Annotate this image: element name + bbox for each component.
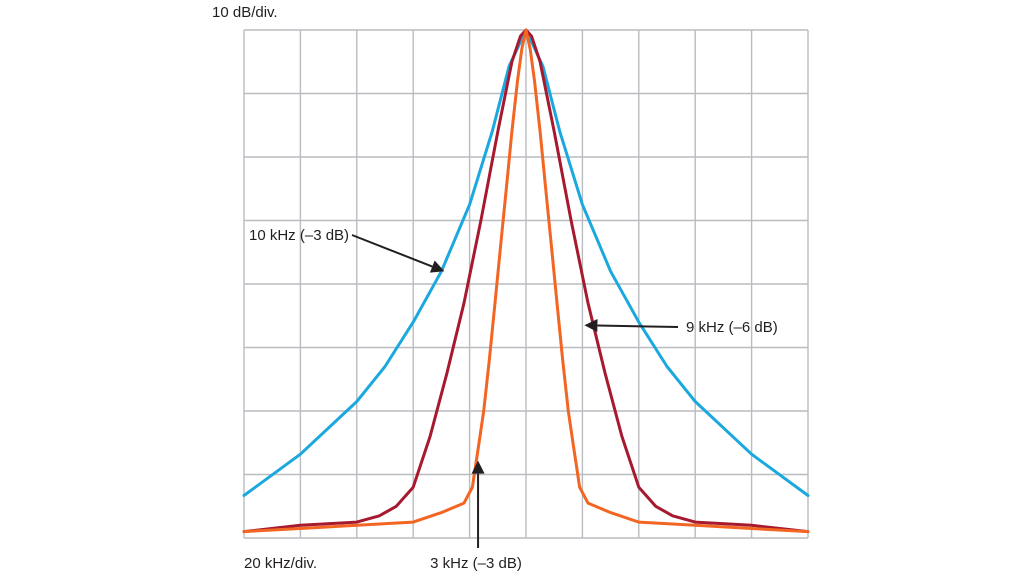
- annotation-arrow-3khz: [471, 460, 485, 548]
- annotation-arrow-10khz: [351, 234, 445, 273]
- annotation-label-9khz: 9 kHz (–6 dB): [686, 319, 778, 336]
- annotation-layer: 10 kHz (–3 dB) 9 kHz (–6 dB) 3 kHz (–3 dB): [249, 227, 778, 572]
- series-layer: [242, 28, 810, 534]
- annotation-label-10khz: 10 kHz (–3 dB): [249, 227, 349, 244]
- y-scale-label: 10 dB/div.: [212, 4, 278, 21]
- plot-grid: [243, 29, 809, 539]
- x-scale-label: 20 kHz/div.: [244, 555, 317, 572]
- annotation-label-3khz: 3 kHz (–3 dB): [430, 555, 522, 572]
- series-line-3-khz-3-db: [242, 28, 810, 534]
- annotation-arrow-9khz: [584, 319, 679, 333]
